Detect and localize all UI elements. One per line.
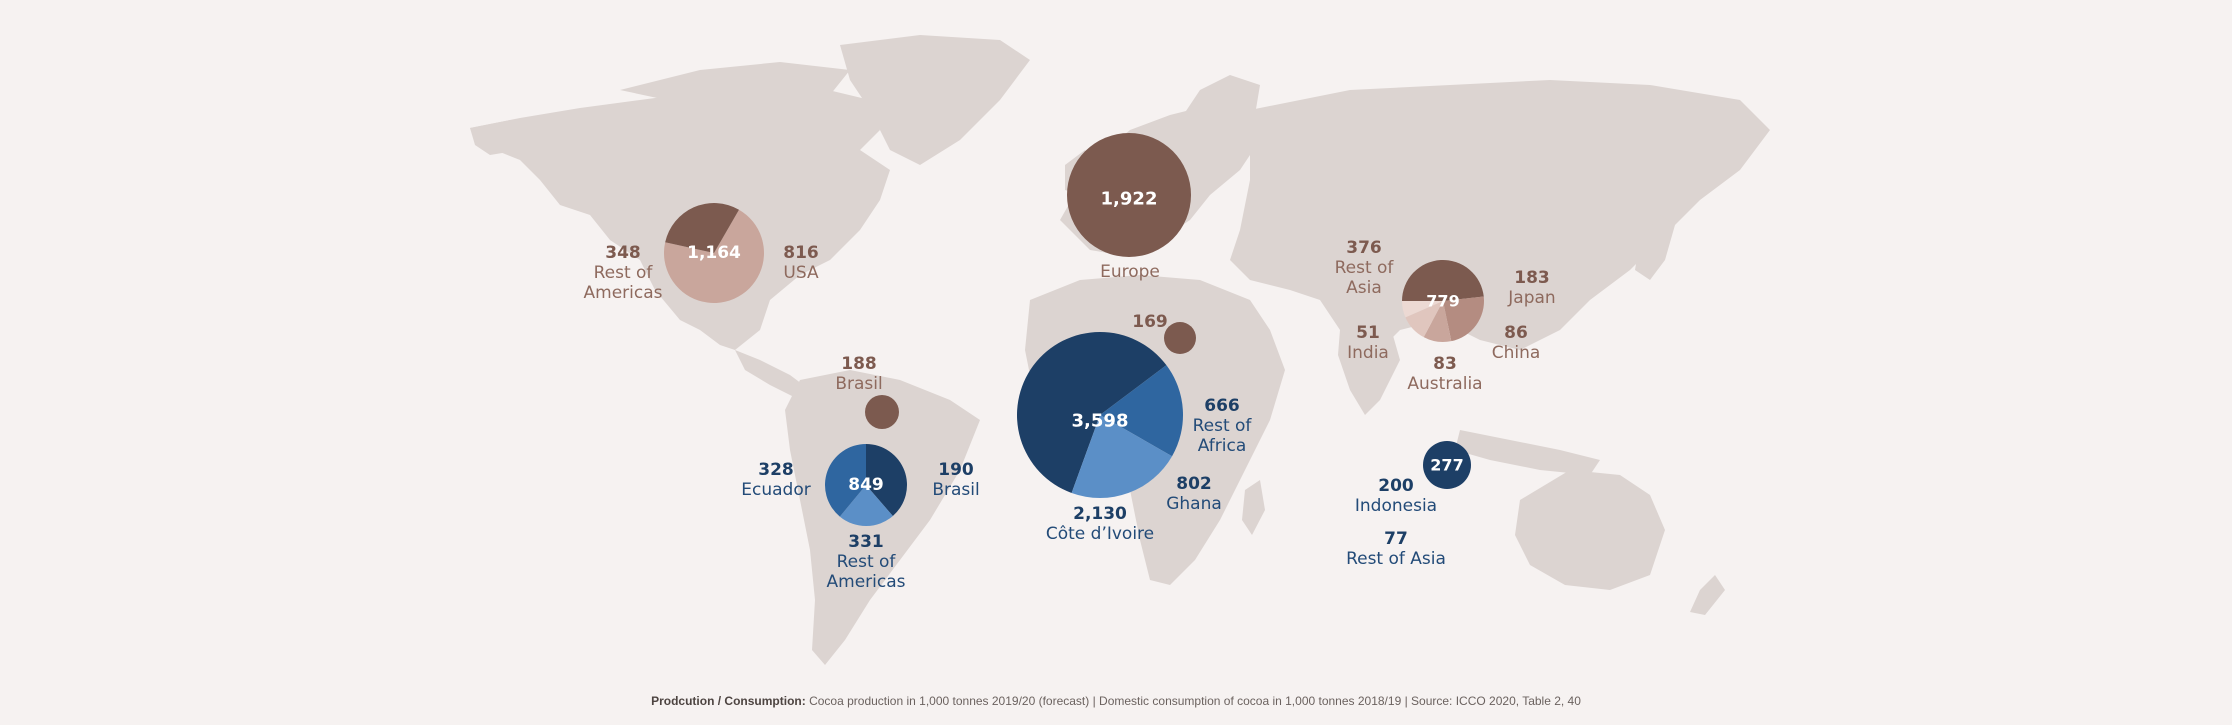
value: 83 xyxy=(1433,354,1457,374)
greenland-landmass xyxy=(840,35,1030,165)
label-cons-europe: Europe xyxy=(1080,262,1180,282)
caption-bold: Prodcution / Consumption: xyxy=(651,694,806,708)
total-cons-asia: 779 xyxy=(1426,291,1460,311)
name: Brasil xyxy=(835,374,883,394)
value: 328 xyxy=(758,460,794,480)
india-subcontinent xyxy=(1338,325,1400,415)
label-cons-brasil: 188 Brasil xyxy=(834,354,884,394)
asia-landmass xyxy=(1230,80,1770,360)
label-prod-brasil: 190 Brasil xyxy=(926,460,986,500)
label-prod-rest-of-americas: 331 Rest of Americas xyxy=(816,532,916,592)
name: India xyxy=(1347,343,1389,363)
name: Indonesia xyxy=(1354,496,1438,516)
source-caption: Prodcution / Consumption: Cocoa producti… xyxy=(0,694,2232,708)
cons-americas-slice-rest-of-americas xyxy=(665,203,739,253)
total-prod-africa: 3,598 xyxy=(1071,410,1129,432)
name: Rest of Americas xyxy=(826,552,906,592)
label-prod-cote-divoire: 2,130 Côte d’Ivoire xyxy=(1040,504,1160,544)
label-cons-china: 86 China xyxy=(1488,323,1544,363)
value: 666 xyxy=(1204,396,1240,416)
name: Rest of Americas xyxy=(583,263,663,303)
prod-africa-slice-c-te-d-ivoire xyxy=(1016,331,1167,493)
label-cons-australia: 83 Australia xyxy=(1402,354,1488,394)
total-cons-europe: 1,922 xyxy=(1100,188,1158,210)
name: Rest of Africa xyxy=(1192,416,1252,456)
name: USA xyxy=(783,263,819,283)
value: 816 xyxy=(783,243,819,263)
total-prod-americas: 849 xyxy=(848,475,884,495)
canadian-arctic-islands xyxy=(620,62,850,105)
name: Japan xyxy=(1508,288,1556,308)
value: 77 xyxy=(1384,529,1408,549)
name: Europe xyxy=(1100,262,1160,282)
value: 200 xyxy=(1378,476,1414,496)
name: Ghana xyxy=(1166,494,1222,514)
alaska-landmass xyxy=(470,120,540,155)
cons-asia-slice-japan xyxy=(1443,296,1484,342)
label-prod-ecuador: 328 Ecuador xyxy=(736,460,816,500)
label-cons-india: 51 India xyxy=(1346,323,1390,363)
cons-asia-slice-india xyxy=(1402,301,1443,318)
value: 86 xyxy=(1504,323,1528,343)
value: 188 xyxy=(841,354,877,374)
cons-brasil-bubble xyxy=(865,395,899,429)
value: 51 xyxy=(1356,323,1380,343)
name: Australia xyxy=(1407,374,1483,394)
prod-africa-slice-rest-of-africa xyxy=(1100,365,1183,457)
caption-text: Cocoa production in 1,000 tonnes 2019/20… xyxy=(809,694,1581,708)
prod-africa-slice-ghana xyxy=(1071,415,1173,499)
value: 2,130 xyxy=(1073,504,1127,524)
name: China xyxy=(1491,343,1541,363)
name: Rest of Asia xyxy=(1334,258,1394,298)
cons-asia-slice-rest-of-asia xyxy=(1402,260,1484,301)
cons-africa-small-bubble xyxy=(1164,322,1196,354)
cons-europe-bubble xyxy=(1067,133,1191,257)
total-cons-americas: 1,164 xyxy=(687,243,741,263)
cons-asia-slice-australia xyxy=(1405,301,1443,338)
name: Rest of Asia xyxy=(1346,549,1446,569)
southeast-asia-islands xyxy=(1455,430,1600,475)
label-cons-japan: 183 Japan xyxy=(1504,268,1560,308)
value: 376 xyxy=(1346,238,1382,258)
label-cons-usa: 816 USA xyxy=(776,243,826,283)
prod-americas-slice-ecuador xyxy=(866,444,907,516)
value: 169 xyxy=(1132,312,1168,332)
value: 331 xyxy=(848,532,884,552)
australia-landmass xyxy=(1515,470,1665,590)
madagascar-island xyxy=(1242,480,1265,535)
name: Brasil xyxy=(932,480,980,500)
label-prod-indonesia: 200 Indonesia xyxy=(1346,476,1446,516)
name: Ecuador xyxy=(741,480,811,500)
label-prod-rest-of-africa: 666 Rest of Africa xyxy=(1180,396,1264,456)
label-prod-ghana: 802 Ghana xyxy=(1164,474,1224,514)
name: Côte d’Ivoire xyxy=(1045,524,1155,544)
value: 348 xyxy=(605,243,641,263)
value: 183 xyxy=(1514,268,1550,288)
label-prod-rest-of-asia: 77 Rest of Asia xyxy=(1336,529,1456,569)
label-cons-africa-small: 169 xyxy=(1130,312,1170,332)
scandinavia-landmass xyxy=(1180,75,1260,125)
value: 190 xyxy=(938,460,974,480)
japan-islands xyxy=(1635,215,1675,280)
cons-asia-slice-china xyxy=(1423,301,1452,342)
prod-americas-slice-brasil xyxy=(839,485,893,526)
prod-americas-slice-rest-of-americas xyxy=(824,444,866,517)
total-prod-asia: 277 xyxy=(1430,455,1464,475)
cons-americas-slice-usa xyxy=(664,209,764,304)
value: 802 xyxy=(1176,474,1212,494)
prod-asia-bubble xyxy=(1423,441,1471,489)
new-zealand-islands xyxy=(1690,575,1725,615)
label-cons-rest-of-asia: 376 Rest of Asia xyxy=(1326,238,1402,298)
label-cons-rest-of-americas: 348 Rest of Americas xyxy=(578,243,668,303)
